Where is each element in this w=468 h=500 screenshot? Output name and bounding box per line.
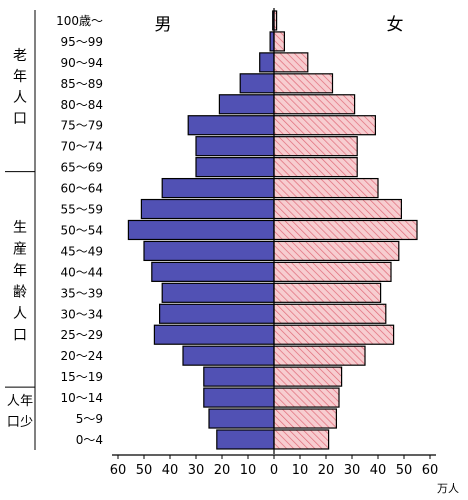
group-label-char: 人: [7, 394, 20, 409]
group-label-char: 齢: [13, 285, 27, 301]
female-bar: [273, 282, 382, 303]
male-series-label: 男: [155, 15, 172, 35]
female-bar: [273, 52, 309, 73]
male-bar: [259, 52, 275, 73]
x-tick-label: 40: [370, 463, 387, 478]
female-bar: [273, 73, 334, 94]
group-label-char: 人: [13, 306, 27, 322]
male-bar: [151, 261, 275, 282]
age-label: 25～29: [60, 328, 103, 342]
group-label-char: 生: [13, 220, 27, 236]
x-tick-label: 30: [344, 463, 361, 478]
age-label: 0～4: [76, 433, 103, 447]
group-label-char: 口: [13, 328, 27, 344]
female-bar: [273, 387, 340, 408]
group-label-char: 口: [13, 111, 27, 127]
group-label-char: 産: [13, 242, 27, 258]
female-bar: [273, 136, 358, 157]
age-label: 100歳～: [56, 14, 103, 28]
female-bar: [273, 31, 285, 52]
male-bar: [195, 157, 275, 178]
male-bar: [153, 324, 275, 345]
male-bar: [239, 73, 275, 94]
female-bar: [273, 157, 358, 178]
group-label-char: 口: [7, 415, 20, 430]
age-label: 30～34: [60, 307, 103, 321]
female-bar: [273, 303, 387, 324]
female-bar: [273, 324, 395, 345]
age-label: 90～94: [60, 56, 103, 70]
x-tick-label: 10: [240, 463, 257, 478]
age-label: 75～79: [60, 119, 103, 133]
male-bar: [161, 177, 275, 199]
female-bar: [273, 408, 338, 429]
x-tick-label: 50: [136, 463, 153, 478]
x-axis: 60 50 40 30 20 10 0 10 20 30 40 50 60: [110, 454, 439, 478]
male-bar: [161, 282, 275, 303]
female-series-label: 女: [387, 15, 404, 35]
group-label-char: 年: [13, 263, 27, 279]
female-bar: [273, 198, 403, 220]
age-label: 65～69: [60, 161, 103, 175]
male-bar: [208, 408, 275, 429]
male-bar: [159, 303, 275, 324]
x-tick-label: 20: [214, 463, 231, 478]
female-bar: [273, 115, 377, 136]
male-bar: [203, 366, 275, 387]
x-tick-label: 20: [318, 463, 335, 478]
male-bar: [140, 198, 275, 220]
male-bar: [143, 240, 275, 262]
age-label: 35～39: [60, 286, 103, 300]
x-axis-unit: 万人: [437, 482, 459, 495]
age-label: 70～74: [60, 140, 103, 154]
age-label: 50～54: [60, 223, 103, 237]
female-bar: [273, 219, 418, 241]
age-label: 55～59: [60, 203, 103, 217]
male-bar: [182, 345, 275, 366]
female-bar: [273, 94, 356, 115]
male-bar: [216, 429, 275, 450]
female-bar: [273, 240, 400, 262]
female-bar: [273, 177, 379, 199]
x-tick-label: 60: [422, 463, 439, 478]
female-bar: [273, 345, 366, 366]
female-bar: [273, 366, 343, 387]
male-bar: [218, 94, 275, 115]
x-tick-label: 60: [110, 463, 127, 478]
x-tick-label: 0: [270, 463, 278, 478]
male-bar: [127, 219, 275, 241]
x-tick-label: 40: [162, 463, 179, 478]
age-label: 10～14: [60, 391, 103, 405]
male-bar: [195, 136, 275, 157]
group-label-char: 老: [13, 48, 27, 64]
male-bar: [203, 387, 275, 408]
age-label: 40～44: [60, 265, 103, 279]
bars: [127, 8, 418, 454]
age-label: 85～89: [60, 77, 103, 91]
age-label: 80～84: [60, 98, 103, 112]
age-label: 95～99: [60, 35, 103, 49]
age-label: 45～49: [60, 244, 103, 258]
group-label-char: 年: [13, 69, 27, 85]
male-bar: [187, 115, 275, 136]
x-tick-label: 50: [396, 463, 413, 478]
age-label: 15～19: [60, 370, 103, 384]
group-label-char: 少: [20, 415, 33, 430]
female-bar: [273, 261, 392, 282]
age-label: 5～9: [76, 412, 103, 426]
group-label-char: 人: [13, 90, 27, 106]
age-label: 60～64: [60, 182, 103, 196]
x-tick-label: 10: [292, 463, 309, 478]
x-tick-label: 30: [188, 463, 205, 478]
group-label-char: 年: [20, 394, 33, 409]
age-labels: 100歳～ 95～99 90～94 85～89 80～84 75～79 70～74 65～69…: [56, 14, 103, 447]
female-bar: [273, 429, 330, 450]
age-label: 20～24: [60, 349, 103, 363]
